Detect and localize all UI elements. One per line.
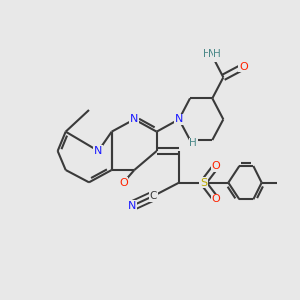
Text: O: O [212, 194, 220, 204]
Text: H: H [214, 49, 221, 59]
Text: H: H [203, 49, 211, 59]
Text: N: N [130, 114, 139, 124]
Text: N: N [208, 49, 216, 59]
Text: H: H [208, 51, 216, 61]
Text: N: N [94, 146, 103, 156]
Text: H: H [208, 50, 216, 60]
Text: S: S [200, 178, 207, 188]
Text: C: C [150, 191, 157, 201]
Text: O: O [119, 178, 128, 188]
Text: N: N [175, 114, 183, 124]
Text: N: N [128, 201, 136, 211]
Text: H: H [190, 138, 197, 148]
Text: O: O [239, 62, 248, 72]
Text: O: O [212, 161, 220, 171]
